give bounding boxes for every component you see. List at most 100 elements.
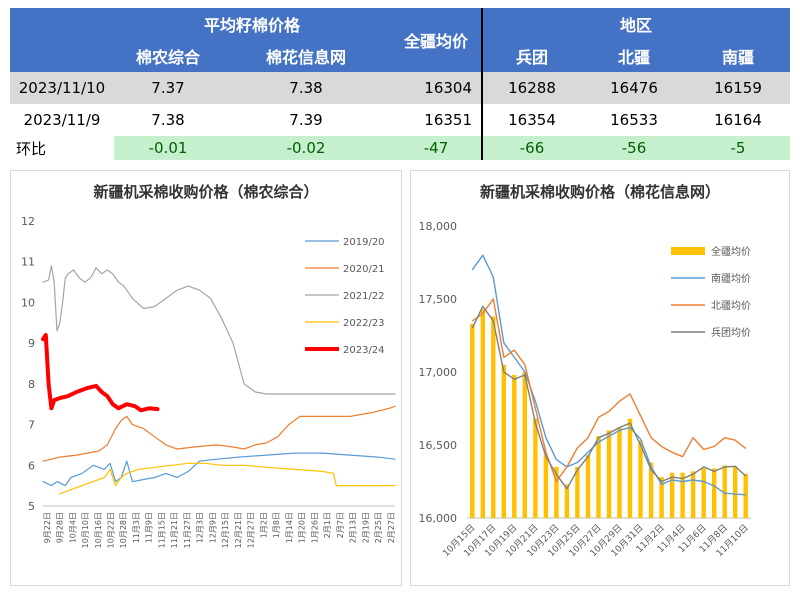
- row1-c6: 16159: [686, 72, 790, 104]
- right-bar: [522, 372, 527, 518]
- right-bar: [606, 430, 612, 518]
- left-series-line: [42, 405, 396, 462]
- left-y-tick-label: 11: [21, 256, 35, 269]
- row3-c3: -47: [390, 136, 482, 160]
- right-bar: [533, 418, 538, 518]
- left-x-tick-label: 1月14日: [285, 512, 294, 543]
- left-y-tick-label: 7: [28, 419, 35, 432]
- header-nanjiang: 南疆: [686, 40, 790, 72]
- right-y-tick-label: 16,500: [419, 439, 458, 452]
- right-bar: [638, 440, 643, 518]
- left-x-tick-label: 2月19日: [361, 512, 370, 543]
- right-legend-label: 兵团均价: [711, 326, 751, 339]
- right-y-tick-label: 17,500: [419, 293, 458, 306]
- left-x-tick-label: 9月28日: [56, 512, 65, 543]
- row2-c4: 16354: [482, 104, 582, 136]
- right-bar: [575, 466, 580, 518]
- right-bar: [733, 466, 738, 518]
- header-mh-xinxi: 棉花信息网: [222, 40, 390, 72]
- right-bar: [470, 323, 475, 518]
- left-y-tick-label: 10: [21, 296, 35, 309]
- left-y-tick-label: 8: [28, 378, 35, 391]
- right-bar: [743, 473, 748, 518]
- right-y-tick-label: 16,000: [419, 512, 458, 525]
- left-x-tick-label: 2月7日: [336, 512, 345, 538]
- left-x-tick-label: 10月10日: [81, 512, 90, 548]
- table-divider: [481, 8, 483, 160]
- left-series-line: [59, 462, 396, 495]
- row1-c4: 16288: [482, 72, 582, 104]
- left-y-tick-label: 12: [21, 215, 35, 228]
- right-y-tick-label: 17,000: [419, 366, 458, 379]
- left-series-line: [42, 452, 396, 487]
- left-x-tick-label: 11月21日: [170, 512, 179, 548]
- right-bar: [701, 468, 706, 518]
- row3-c5: -56: [582, 136, 686, 160]
- right-bar: [596, 436, 601, 518]
- left-x-tick-label: 12月9日: [208, 512, 217, 543]
- right-legend-label: 全疆均价: [711, 245, 751, 258]
- left-y-tick-label: 9: [28, 337, 35, 350]
- row3-c4: -66: [482, 136, 582, 160]
- row2-c2: 7.39: [222, 104, 390, 136]
- left-legend-label: 2019/20: [343, 237, 385, 248]
- left-chart-title: 新疆机采棉收购价格（棉农综合）: [93, 183, 319, 201]
- right-bar: [648, 462, 654, 518]
- right-chart-title: 新疆机采棉收购价格（棉花信息网）: [479, 183, 720, 201]
- left-x-tick-label: 10月4日: [68, 512, 77, 543]
- left-y-tick-label: 5: [28, 500, 35, 513]
- left-chart-panel: 新疆机采棉收购价格（棉农综合） 5 6 7 8 9 10 11 12 9月22日 9月28日 10月…: [10, 170, 402, 586]
- price-table: 平均籽棉价格 棉农综合 棉花信息网 全疆均价 地区 兵团 北疆 南疆 2023/…: [10, 8, 790, 160]
- right-bar: [722, 465, 727, 518]
- header-bingtuan: 兵团: [482, 40, 582, 72]
- header-qj-avg: 全疆均价: [390, 8, 482, 72]
- right-bar: [690, 471, 696, 518]
- row2-c3: 16351: [390, 104, 482, 136]
- right-bar: [585, 455, 591, 518]
- right-bar: [512, 374, 517, 518]
- left-x-tick-label: 1月2日: [259, 512, 268, 538]
- row2-c6: 16164: [686, 104, 790, 136]
- left-x-tick-label: 12月27日: [247, 512, 256, 548]
- left-legend-label: 2022/23: [343, 318, 385, 329]
- left-x-tick-label: 11月3日: [132, 512, 141, 543]
- right-y-tick-label: 18,000: [419, 220, 458, 233]
- left-x-tick-label: 11月9日: [145, 512, 154, 543]
- left-x-tick-label: 11月15日: [157, 512, 166, 548]
- right-bar: [491, 316, 496, 518]
- right-bar: [501, 364, 506, 518]
- right-bar: [669, 472, 675, 518]
- row3-c6: -5: [686, 136, 790, 160]
- row1-c1: 7.37: [114, 72, 222, 104]
- right-bar: [680, 472, 685, 518]
- header-corner: [10, 8, 114, 72]
- right-bar: [480, 309, 485, 518]
- right-bar: [712, 468, 717, 518]
- header-mn-zonghe: 棉农综合: [114, 40, 222, 72]
- row1-c5: 16476: [582, 72, 686, 104]
- left-y-tick-label: 6: [28, 459, 35, 472]
- left-series-line: [42, 265, 396, 395]
- left-x-tick-label: 1月26日: [310, 512, 319, 543]
- right-bar: [554, 466, 559, 518]
- right-bar: [627, 418, 633, 518]
- right-series-line: [471, 305, 747, 490]
- left-legend-label: 2023/24: [343, 345, 385, 356]
- header-region: 地区: [482, 8, 790, 40]
- right-series-line: [471, 254, 746, 496]
- right-series-line: [471, 298, 747, 483]
- left-series-line: [41, 333, 160, 413]
- right-bar: [543, 455, 549, 518]
- row3-c2: -0.02: [222, 136, 390, 160]
- left-x-tick-label: 1月8日: [272, 512, 281, 538]
- left-x-tick-label: 1月20日: [298, 512, 307, 543]
- left-x-tick-label: 2月13日: [349, 512, 358, 543]
- left-legend-label: 2020/21: [343, 264, 385, 275]
- left-x-tick-label: 9月22日: [43, 512, 52, 543]
- left-legend-label: 2021/22: [343, 291, 385, 302]
- row3-label: 环比: [10, 136, 114, 160]
- left-x-tick-label: 2月25日: [374, 512, 383, 543]
- header-avg-price: 平均籽棉价格: [114, 8, 390, 40]
- left-x-tick-label: 10月16日: [94, 512, 103, 548]
- right-chart-panel: 新疆机采棉收购价格（棉花信息网） 16,000 16,500 17,000 17,50…: [410, 170, 790, 586]
